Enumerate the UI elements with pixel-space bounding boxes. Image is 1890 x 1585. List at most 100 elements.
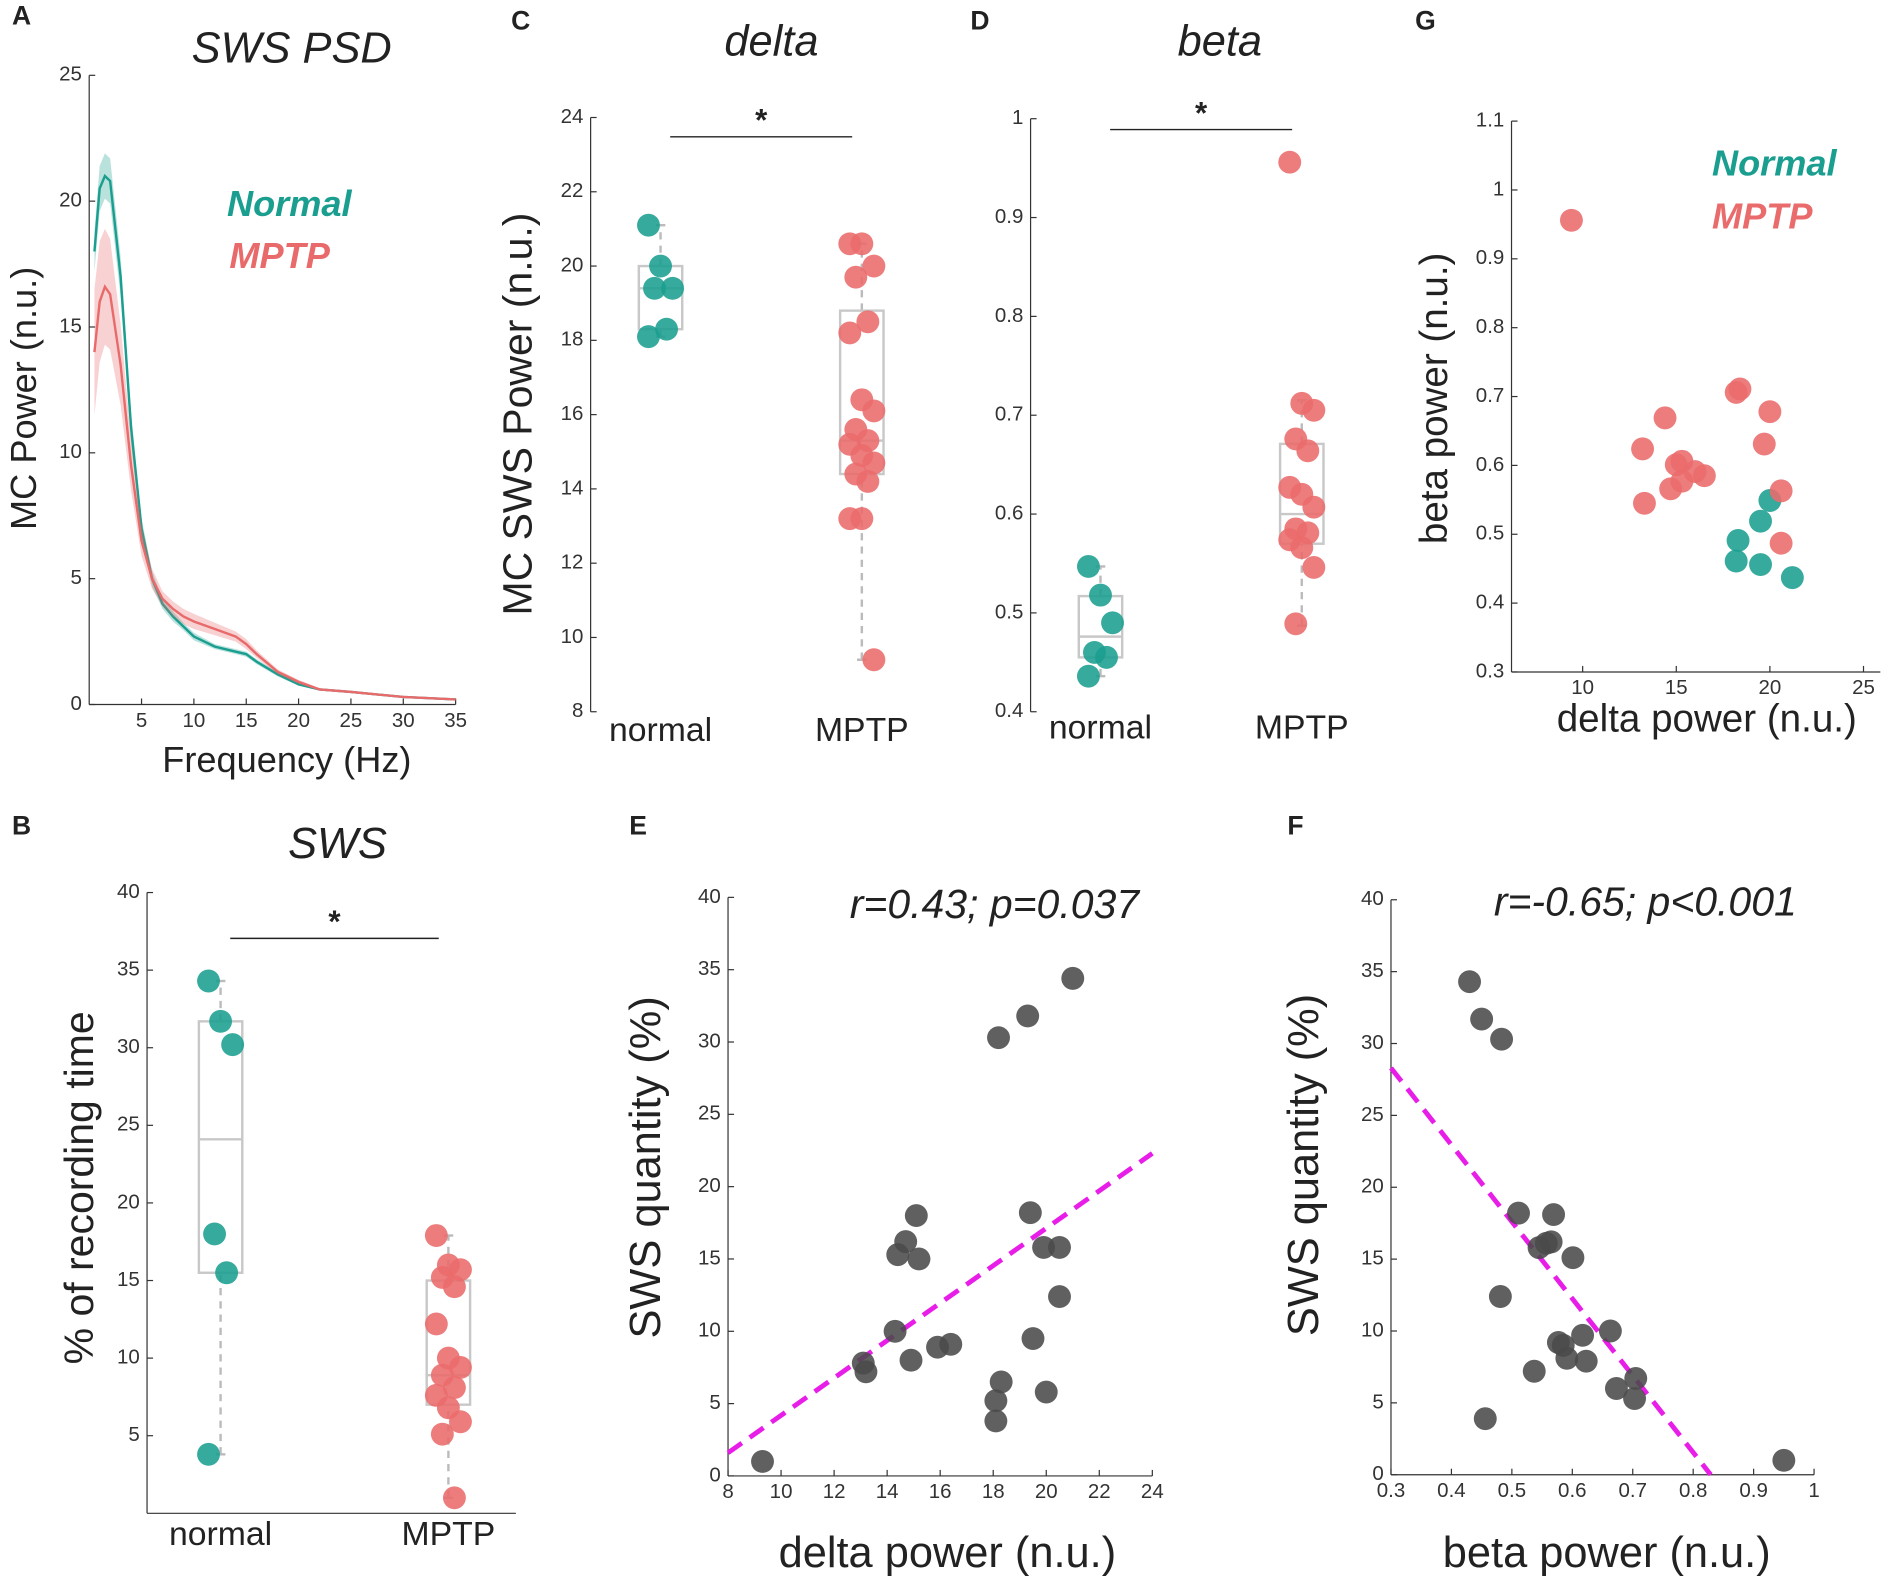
point	[984, 1389, 1008, 1413]
y-tick-label: 0.7	[995, 403, 1023, 426]
point	[1604, 1377, 1628, 1400]
point	[1559, 208, 1583, 232]
point	[1780, 566, 1804, 590]
y-tick-label: 35	[698, 957, 721, 980]
point	[862, 399, 886, 423]
x-axis-label: beta power (n.u.)	[1443, 1529, 1771, 1577]
point	[1488, 1285, 1512, 1308]
x-tick-label: 15	[1665, 676, 1688, 699]
fit-line	[1389, 1066, 1713, 1477]
point	[989, 1370, 1013, 1394]
x-tick-label: 8	[722, 1480, 733, 1503]
y-axis-label: SWS quantity (%)	[622, 996, 670, 1338]
x-tick-label: 25	[1852, 676, 1875, 699]
y-axis-label: % of recording time	[56, 1011, 102, 1364]
category-label: MPTP	[402, 1515, 496, 1553]
point	[448, 1410, 472, 1434]
y-tick-label: 10	[561, 625, 584, 648]
y-tick-label: 15	[59, 314, 82, 337]
y-tick-label: 15	[1361, 1247, 1384, 1270]
point	[1574, 1349, 1598, 1373]
y-tick-label: 15	[698, 1246, 721, 1269]
point	[197, 1442, 220, 1466]
point	[1048, 1235, 1071, 1259]
x-tick-label: 5	[136, 709, 147, 732]
x-tick-label: 14	[876, 1480, 899, 1503]
point	[1653, 406, 1677, 430]
point	[442, 1275, 466, 1299]
y-tick-label: 30	[698, 1029, 721, 1052]
point	[1076, 664, 1100, 688]
y-tick-label: 20	[561, 253, 584, 276]
legend-entry: MPTP	[1712, 195, 1813, 236]
fit-line	[726, 1151, 1154, 1455]
point	[1061, 966, 1085, 990]
point	[838, 321, 862, 345]
point	[1724, 549, 1748, 573]
y-tick-label: 10	[59, 440, 82, 463]
point	[1034, 1380, 1058, 1404]
panel-letter: F	[1287, 810, 1303, 840]
point	[1571, 1323, 1595, 1347]
point	[1632, 491, 1656, 515]
y-tick-label: 20	[59, 189, 82, 212]
point	[1302, 555, 1326, 579]
point	[1692, 464, 1716, 488]
point	[1769, 531, 1793, 555]
point	[655, 317, 679, 341]
y-tick-label: 0.9	[995, 205, 1023, 228]
point	[424, 1312, 448, 1336]
panel-title: beta	[1178, 17, 1262, 65]
annotation: r=0.43; p=0.037	[850, 881, 1142, 927]
y-tick-label: 0.6	[995, 501, 1023, 524]
point	[1048, 1285, 1071, 1309]
point	[856, 470, 880, 493]
point	[1296, 439, 1320, 463]
y-tick-label: 10	[1361, 1318, 1384, 1341]
y-tick-label: 35	[117, 958, 140, 981]
panel-title: delta	[724, 17, 818, 65]
point	[1284, 612, 1308, 636]
panel-letter: D	[970, 5, 989, 35]
point	[1507, 1201, 1530, 1225]
point	[894, 1230, 918, 1254]
y-tick-label: 40	[117, 880, 140, 903]
y-tick-label: 1	[1493, 177, 1504, 200]
x-tick-label: 30	[392, 709, 415, 732]
point	[1772, 1448, 1796, 1472]
point	[907, 1247, 931, 1271]
x-tick-label: 0.6	[1558, 1479, 1586, 1502]
point	[1470, 1007, 1494, 1031]
significance-label: *	[328, 904, 341, 939]
x-tick-label: 25	[340, 709, 363, 732]
x-tick-label: 0.7	[1619, 1479, 1647, 1502]
point	[751, 1450, 774, 1473]
point	[661, 276, 685, 300]
point	[1539, 1230, 1563, 1254]
point	[215, 1261, 239, 1285]
y-tick-label: 1.1	[1476, 109, 1504, 132]
point	[221, 1033, 245, 1057]
point	[1522, 1359, 1546, 1383]
point	[1726, 528, 1750, 552]
point	[1016, 1004, 1040, 1028]
y-tick-label: 25	[117, 1113, 140, 1136]
y-tick-label: 0.8	[1476, 315, 1504, 338]
y-tick-label: 0	[1372, 1462, 1383, 1485]
x-tick-label: 1	[1808, 1479, 1819, 1502]
point	[850, 232, 874, 256]
x-tick-label: 16	[929, 1480, 952, 1503]
category-label: MPTP	[1255, 709, 1349, 747]
y-tick-label: 0.7	[1476, 384, 1504, 407]
x-axis-label: delta power (n.u.)	[1557, 698, 1857, 741]
point	[1752, 432, 1776, 456]
y-tick-label: 15	[117, 1268, 140, 1291]
point	[854, 1360, 878, 1384]
point	[643, 276, 666, 300]
annotation: r=-0.65; p<0.001	[1494, 878, 1797, 924]
y-tick-label: 30	[117, 1035, 140, 1058]
point	[1758, 400, 1782, 424]
point	[1769, 479, 1793, 503]
panel-title: SWS	[288, 820, 387, 868]
point	[1458, 970, 1482, 994]
